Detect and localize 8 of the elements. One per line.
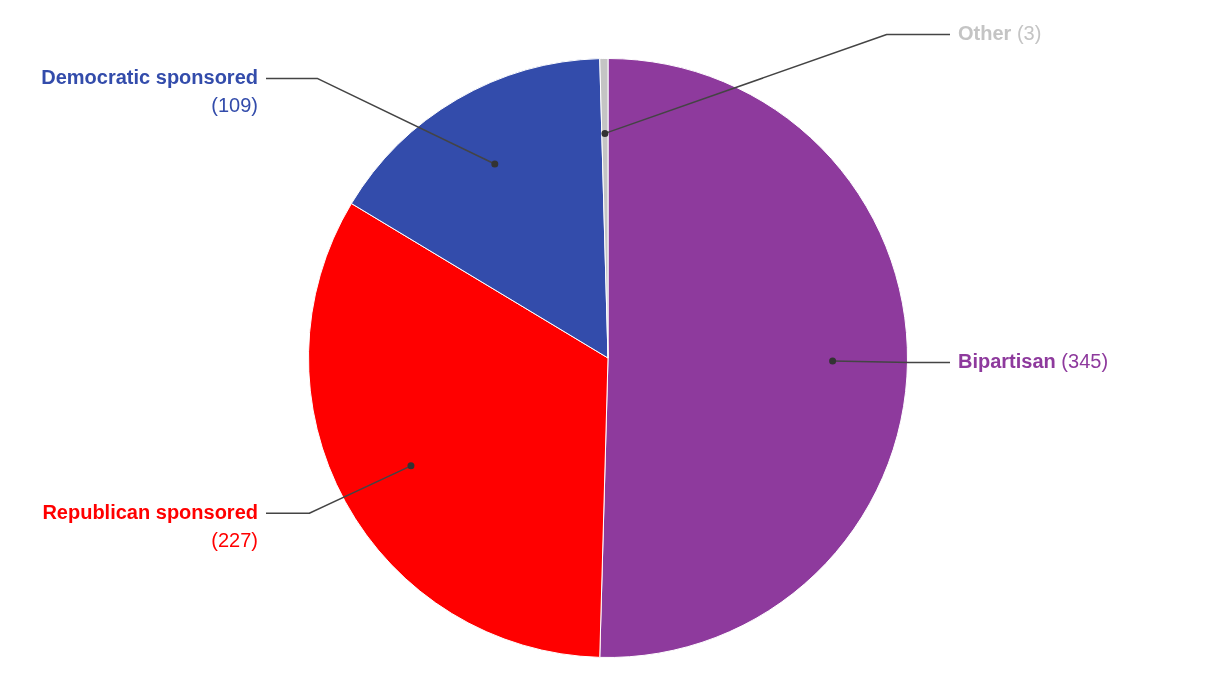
slice-label: Bipartisan bbox=[958, 349, 1056, 372]
slice-label: Republican sponsored bbox=[42, 500, 258, 523]
data-label: (109) bbox=[211, 94, 258, 117]
data-label: (345) bbox=[1061, 349, 1109, 372]
data-label: (227) bbox=[211, 528, 258, 551]
slice-label: Other bbox=[958, 22, 1012, 45]
slice-label: Democratic sponsored bbox=[41, 66, 258, 89]
data-label: (3) bbox=[1016, 22, 1042, 45]
